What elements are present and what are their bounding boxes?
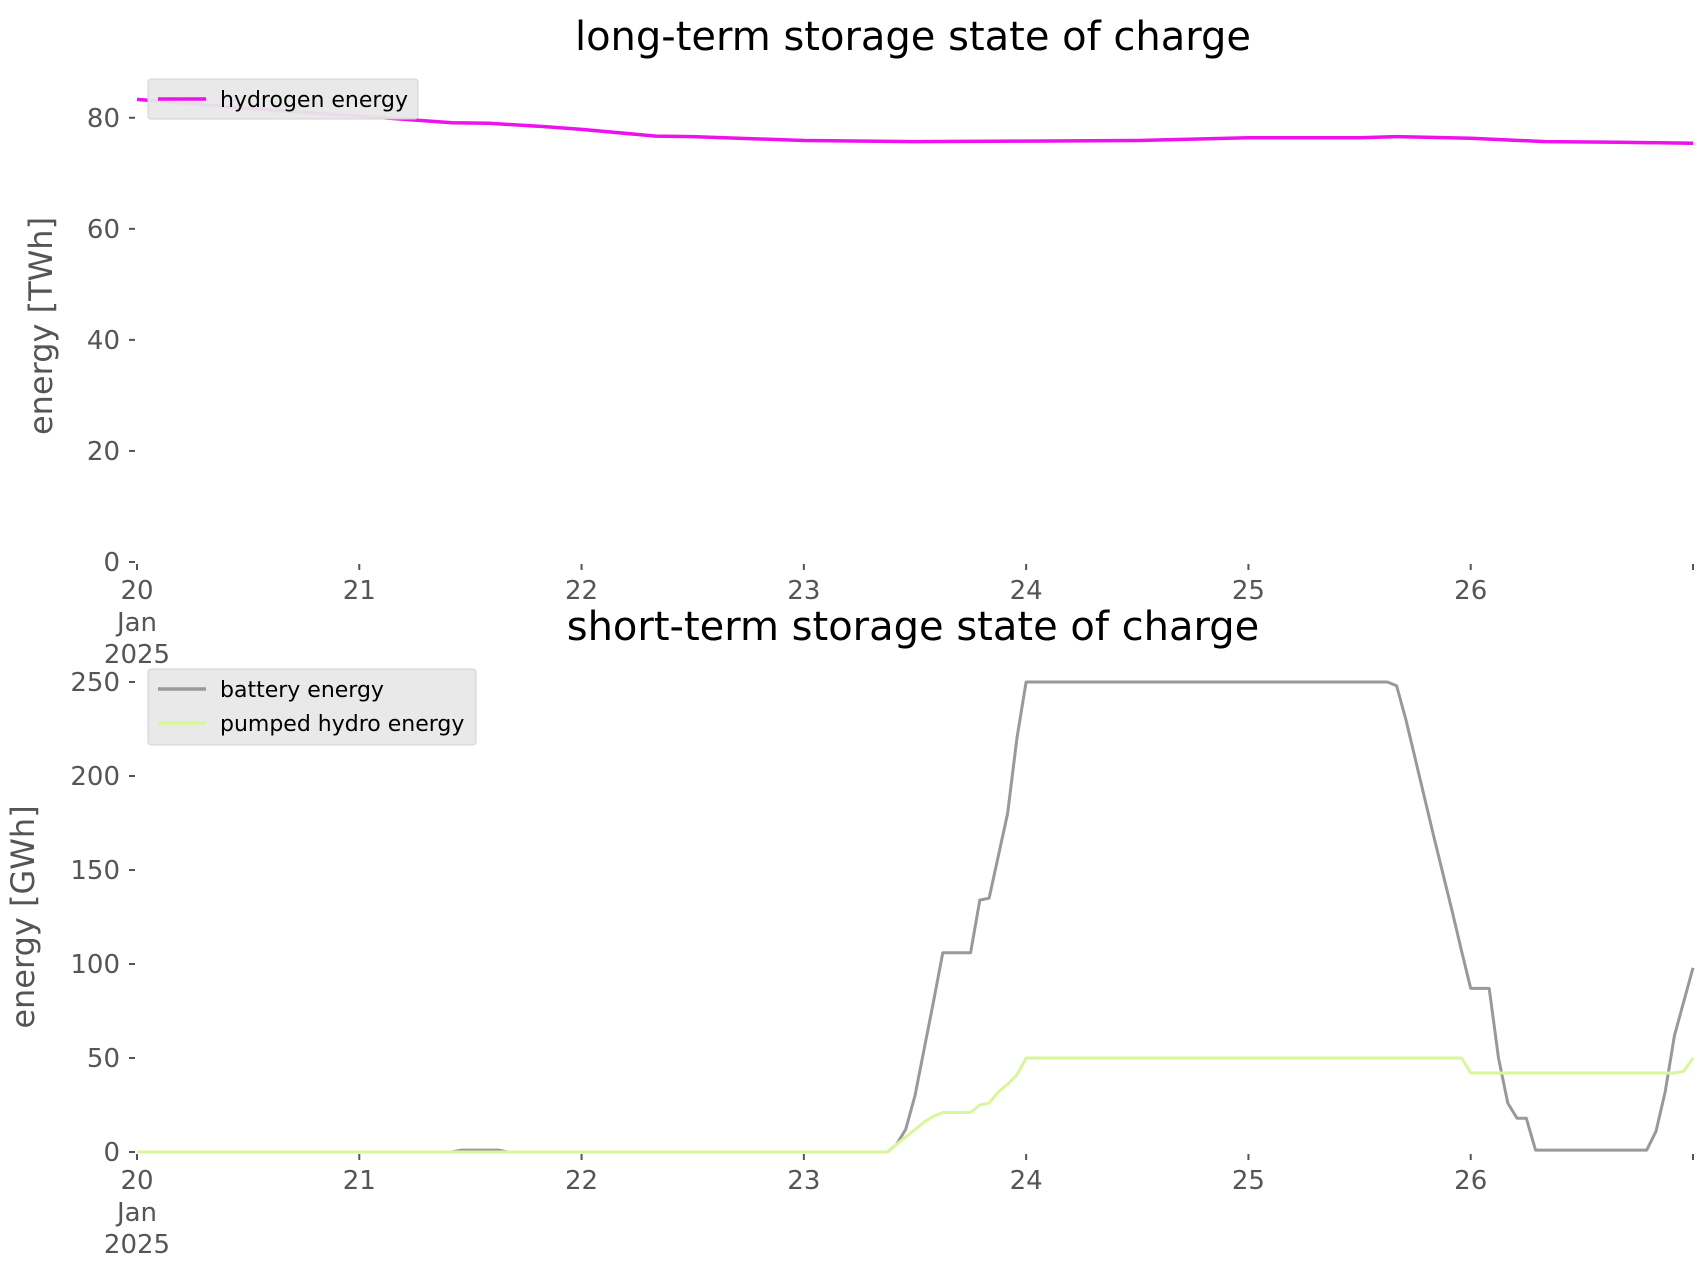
y-tick-label: 60 <box>87 215 120 245</box>
y-tick-label: 250 <box>70 668 120 698</box>
hydrogen-energy-line <box>136 97 1694 146</box>
x-tick-label: 21 <box>343 1166 376 1196</box>
x-tick-label: 24 <box>1010 576 1043 606</box>
y-tick-label: 100 <box>70 950 120 980</box>
x-tick-label: 24 <box>1010 1166 1043 1196</box>
legend-box <box>147 668 477 746</box>
x-tick-label: 20 Jan 2025 <box>104 1166 170 1260</box>
y-tick-label: 40 <box>87 326 120 356</box>
x-tick-label: 23 <box>787 576 820 606</box>
legend-box <box>147 78 419 120</box>
y-tick-label: 0 <box>103 548 120 578</box>
legend-label: hydrogen energy <box>220 88 408 113</box>
legend: hydrogen energy <box>147 78 419 120</box>
legend-label: battery energy <box>220 678 384 703</box>
y-tick-label: 50 <box>87 1044 120 1074</box>
y-axis-label: energy [TWh] <box>22 217 60 435</box>
short-term-storage-panel: short-term storage state of charge energy… <box>4 604 1695 1260</box>
legend: battery energy pumped hydro energy <box>147 668 477 746</box>
chart-title: long-term storage state of charge <box>575 14 1251 60</box>
x-tick-label: 26 <box>1454 576 1487 606</box>
y-tick-label: 0 <box>103 1138 120 1168</box>
x-tick-label: 21 <box>343 576 376 606</box>
x-tick-label: 26 <box>1454 1166 1487 1196</box>
y-tick-label: 80 <box>87 104 120 134</box>
x-tick-label: 22 <box>565 1166 598 1196</box>
y-tick-label: 200 <box>70 762 120 792</box>
x-tick-label: 20 Jan 2025 <box>104 576 170 670</box>
legend-label: pumped hydro energy <box>220 712 464 737</box>
long-term-storage-panel: long-term storage state of charge energy … <box>22 14 1694 670</box>
pumped-hydro-energy-line <box>137 1056 1695 1154</box>
x-tick-label: 23 <box>787 1166 820 1196</box>
y-axis-label: energy [GWh] <box>4 805 42 1028</box>
battery-energy-line <box>137 680 1695 1154</box>
x-tick-label: 25 <box>1232 1166 1265 1196</box>
y-tick-label: 150 <box>70 856 120 886</box>
chart-title: short-term storage state of charge <box>567 604 1260 650</box>
x-tick-label: 25 <box>1232 576 1265 606</box>
x-tick-label: 22 <box>565 576 598 606</box>
y-tick-label: 20 <box>87 437 120 467</box>
